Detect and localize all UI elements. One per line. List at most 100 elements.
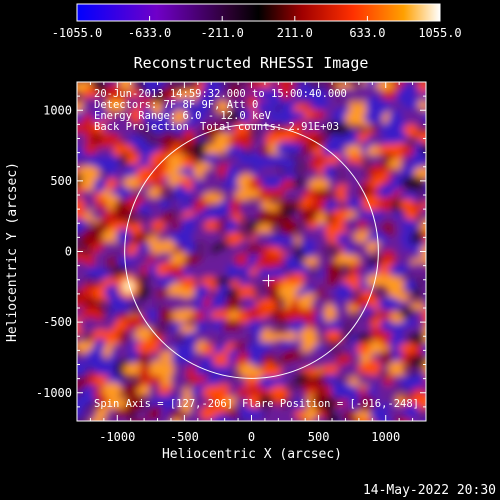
colorbar-tick-label: 211.0 <box>277 26 313 40</box>
plot-area: -1000 -500 0 500 1000 -1000 -500 0 500 1000 <box>36 81 439 444</box>
heatmap-blob <box>403 403 421 421</box>
heatmap-blob <box>114 121 137 140</box>
heatmap-blob <box>367 154 382 165</box>
annotation-flare-position: Flare Position = [-916,-248] <box>242 398 419 410</box>
heatmap-blob <box>258 166 281 178</box>
heatmap-blob <box>158 416 178 421</box>
heatmap-blob <box>344 144 367 158</box>
heatmap-blob <box>420 206 426 223</box>
heatmap-blob <box>374 385 397 400</box>
x-axis-label: Heliocentric X (arcsec) <box>162 447 342 462</box>
heatmap-blob <box>422 324 426 334</box>
annotation-time-range: 20-Jun-2013 14:59:32.000 to 15:00:40.000 <box>94 88 347 100</box>
heatmap-blob <box>180 216 197 236</box>
heatmap-blob <box>311 296 327 314</box>
colorbar-tick-label: 1055.0 <box>418 26 461 40</box>
y-tick-label: 1000 <box>43 103 72 117</box>
heatmap-blob <box>423 232 426 245</box>
heatmap-blob <box>254 101 276 113</box>
heatmap-blob <box>246 407 265 421</box>
heatmap-blob <box>195 216 210 236</box>
heatmap-blob <box>379 318 393 336</box>
heatmap-blob <box>384 118 409 135</box>
heatmap-blob <box>272 414 286 421</box>
x-axis-ticks: -1000 -500 0 500 1000 <box>89 82 414 444</box>
heatmap-blob <box>323 303 337 323</box>
x-tick-label: 500 <box>308 430 330 444</box>
heatmap-blob <box>344 198 367 210</box>
heatmap-blob <box>427 397 439 410</box>
heatmap-blob <box>215 100 231 114</box>
heatmap-blob <box>204 420 214 421</box>
heatmap-blob <box>209 309 234 322</box>
heatmap-blob <box>107 328 122 347</box>
heatmap-blob <box>411 107 426 127</box>
heatmap-blob <box>136 384 153 397</box>
heatmap-blob <box>335 422 351 434</box>
heatmap-blob <box>315 212 328 225</box>
heatmap-blob <box>337 87 357 102</box>
heatmap-blob <box>148 383 162 400</box>
heatmap-blob <box>421 344 426 356</box>
heatmap-blob <box>334 283 354 303</box>
heatmap-blob <box>424 190 426 200</box>
heatmap-blob <box>158 307 174 323</box>
x-tick-label: -1000 <box>99 430 135 444</box>
heatmap-blob <box>424 301 426 311</box>
heatmap-blob <box>311 416 330 421</box>
heatmap-blob <box>424 160 426 166</box>
heatmap-blob <box>403 278 418 293</box>
heatmap-blob <box>279 88 295 100</box>
heatmap-blob <box>386 130 409 146</box>
annotation-energy-range: Energy Range: 6.0 - 12.0 keV <box>94 110 272 122</box>
heatmap-blob <box>323 199 339 214</box>
heatmap-blob <box>368 358 381 379</box>
heatmap-blob <box>247 351 266 366</box>
y-axis-label: Heliocentric Y (arcsec) <box>5 162 20 342</box>
annotation-spin-axis: Spin Axis = [127,-206] <box>94 398 233 410</box>
colorbar-gradient <box>76 3 441 22</box>
heatmap-blob <box>191 310 209 322</box>
heatmap-blob <box>259 316 276 335</box>
heatmap-blob <box>302 168 321 181</box>
heatmap-blob <box>254 232 276 249</box>
heatmap-blob <box>238 200 253 217</box>
heatmap-blob <box>299 208 319 223</box>
colorbar-ticks: -1055.0 -633.0 -211.0 211.0 633.0 1055.0 <box>52 16 462 40</box>
heatmap-blob <box>226 110 242 123</box>
heatmap-blob <box>280 216 297 237</box>
heatmap-blob <box>365 273 388 288</box>
heatmap-blob <box>247 394 263 411</box>
heatmap-blob <box>355 333 374 344</box>
heatmap-blob <box>278 157 298 170</box>
heatmap-blob <box>279 243 296 254</box>
heatmap-blob <box>116 228 131 247</box>
heatmap-blob <box>182 240 197 256</box>
heatmap-blob <box>236 387 249 400</box>
y-tick-label: 500 <box>50 174 72 188</box>
heatmap-blob <box>202 191 225 204</box>
x-tick-label: 1000 <box>371 430 400 444</box>
heatmap-blob <box>336 309 351 323</box>
heatmap-blob <box>339 341 353 353</box>
colorbar: -1055.0 -633.0 -211.0 211.0 633.0 1055.0 <box>52 3 462 40</box>
colorbar-tick-label: -211.0 <box>201 26 244 40</box>
heatmap-blob <box>102 229 121 246</box>
heatmap-blob <box>400 175 425 191</box>
heatmap-blob <box>377 416 396 421</box>
flare-source-core <box>122 279 135 294</box>
heatmap-blob <box>282 170 298 182</box>
heatmap-blob <box>400 219 420 231</box>
heatmap-blob <box>140 418 153 421</box>
heatmap-blob <box>255 223 274 235</box>
heatmap-blob <box>214 249 233 267</box>
heatmap-blob <box>326 414 343 421</box>
heatmap-blob <box>363 110 388 125</box>
heatmap-blob <box>116 255 131 268</box>
heatmap-blob <box>158 198 172 210</box>
heatmap-blob <box>407 332 426 346</box>
heatmap-blob <box>200 175 220 191</box>
heatmap-blob <box>111 343 133 355</box>
heatmap-blob <box>77 360 89 377</box>
